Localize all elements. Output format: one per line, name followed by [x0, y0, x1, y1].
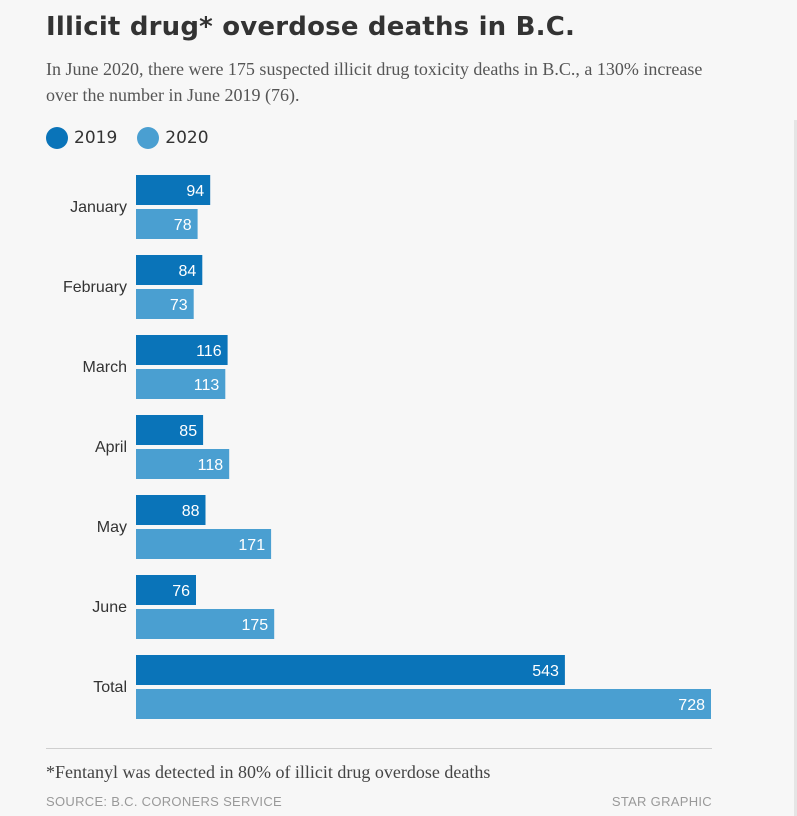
- data-label-total-2019: 543: [532, 663, 559, 680]
- data-label-may-2019: 88: [182, 503, 200, 520]
- legend-item-2019: 2019: [46, 127, 117, 149]
- data-label-june-2019: 76: [172, 583, 190, 600]
- data-label-march-2020: 113: [194, 377, 220, 394]
- bar-june-2019: [136, 575, 196, 605]
- data-label-june-2020: 175: [241, 617, 268, 634]
- bar-january-2019: [136, 175, 211, 205]
- source-credit: SOURCE: B.C. CORONERS SERVICE: [46, 794, 283, 809]
- data-label-february-2020: 73: [170, 297, 188, 314]
- legend-label-2019: 2019: [74, 128, 118, 148]
- bar-may-2019: [136, 495, 206, 525]
- data-label-april-2019: 85: [179, 423, 197, 440]
- data-label-february-2019: 84: [179, 263, 197, 280]
- category-label-total: Total: [93, 679, 127, 696]
- category-label-april: April: [95, 439, 127, 456]
- legend: 2019 2020: [46, 127, 229, 149]
- legend-swatch-2019: [46, 127, 68, 149]
- bar-may-2020: [136, 529, 272, 559]
- data-label-march-2019: 116: [196, 343, 222, 360]
- category-label-march: March: [83, 359, 127, 376]
- bar-april-2019: [136, 415, 204, 445]
- bar-march-2020: [136, 369, 226, 399]
- graphic-credit: STAR GRAPHIC: [611, 794, 712, 809]
- bar-february-2020: [136, 289, 194, 319]
- legend-label-2020: 2020: [165, 128, 209, 148]
- category-label-january: January: [70, 199, 127, 216]
- bar-march-2019: [136, 335, 228, 365]
- chart-subtitle: In June 2020, there were 175 suspected i…: [46, 59, 703, 105]
- footer-divider: [46, 748, 712, 749]
- bar-january-2020: [136, 209, 198, 239]
- chart-title: Illicit drug* overdose deaths in B.C.: [46, 12, 576, 42]
- category-label-may: May: [97, 519, 127, 536]
- data-label-january-2020: 78: [174, 217, 192, 234]
- footnote: *Fentanyl was detected in 80% of illicit…: [46, 762, 491, 782]
- data-label-april-2020: 118: [198, 457, 224, 474]
- data-label-january-2019: 94: [186, 183, 204, 200]
- bar-total-2019: [136, 655, 565, 685]
- legend-swatch-2020: [137, 127, 160, 149]
- data-label-may-2020: 171: [238, 537, 265, 554]
- bar-april-2020: [136, 449, 230, 479]
- bar-total-2020: [136, 689, 711, 719]
- data-label-total-2020: 728: [678, 697, 705, 714]
- right-edge-rule: [794, 120, 797, 816]
- legend-item-2020: 2020: [137, 127, 209, 149]
- bar-june-2020: [136, 609, 275, 639]
- bar-february-2019: [136, 255, 203, 285]
- category-label-february: February: [63, 279, 127, 296]
- category-label-june: June: [92, 599, 127, 616]
